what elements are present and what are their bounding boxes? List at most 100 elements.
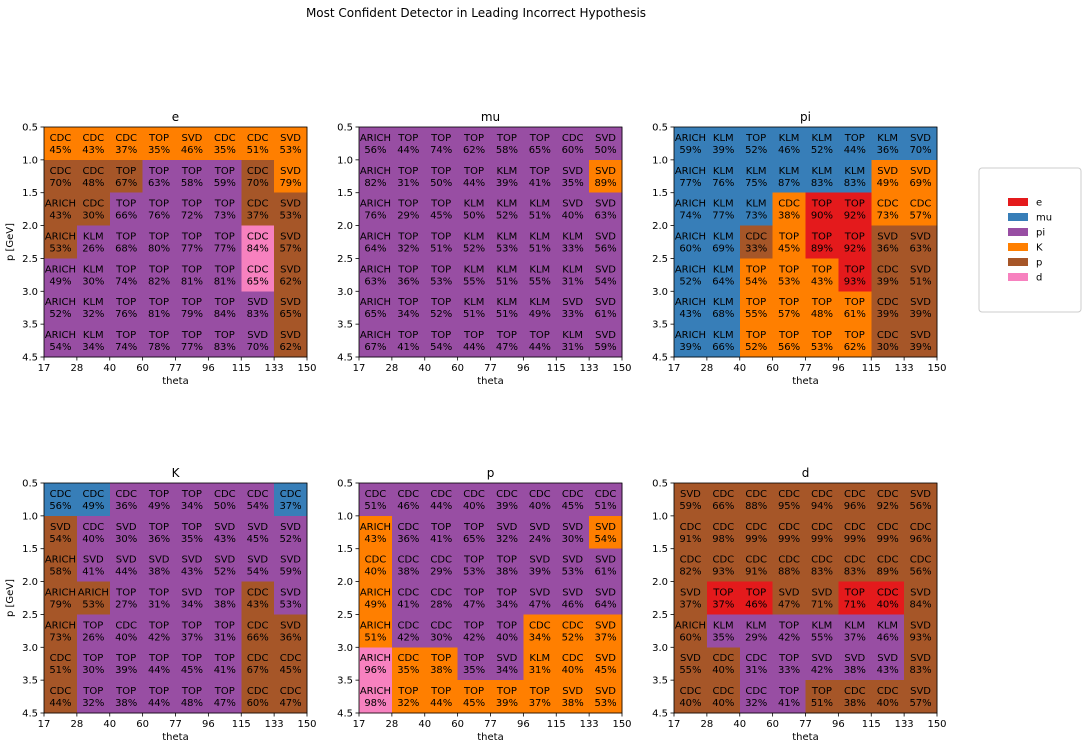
- heatmap-cell: [44, 647, 78, 681]
- heatmap-cell: [490, 258, 524, 292]
- heatmap-cell: [772, 581, 806, 615]
- y-tick-label: 2.0: [337, 577, 353, 588]
- cell-percent-label: 49%: [148, 501, 170, 512]
- cell-detector-label: SVD: [910, 232, 931, 243]
- heatmap-cell: [391, 159, 426, 194]
- cell-detector-label: CDC: [280, 489, 302, 500]
- cell-percent-label: 83%: [909, 665, 931, 676]
- heatmap-cell: [241, 127, 275, 161]
- y-tick-label: 1.5: [22, 188, 38, 199]
- cell-detector-label: SVD: [247, 522, 268, 533]
- cell-percent-label: 77%: [181, 244, 203, 255]
- cell-detector-label: SVD: [562, 297, 583, 308]
- cell-percent-label: 38%: [430, 665, 452, 676]
- cell-percent-label: 44%: [49, 698, 71, 709]
- cell-percent-label: 65%: [247, 276, 269, 287]
- heatmap-cell: [772, 324, 806, 358]
- cell-detector-label: TOP: [430, 330, 451, 341]
- heatmap-cell: [76, 192, 111, 226]
- cell-percent-label: 77%: [712, 211, 734, 222]
- cell-percent-label: 58%: [49, 567, 71, 578]
- cell-detector-label: CDC: [247, 620, 269, 631]
- cell-detector-label: ARICH: [360, 588, 391, 599]
- cell-percent-label: 45%: [594, 665, 616, 676]
- heatmap-cell: [274, 225, 308, 259]
- cell-detector-label: KLM: [746, 620, 767, 631]
- cell-percent-label: 39%: [496, 178, 518, 189]
- heatmap-cell: [490, 291, 524, 325]
- x-tick-label: 150: [297, 363, 316, 374]
- cell-percent-label: 44%: [529, 342, 551, 353]
- cell-percent-label: 56%: [594, 244, 616, 255]
- heatmap-cell: [175, 515, 209, 550]
- cell-percent-label: 74%: [115, 342, 137, 353]
- cell-percent-label: 40%: [712, 698, 734, 709]
- heatmap-cell: [142, 127, 176, 161]
- cell-percent-label: 73%: [214, 211, 236, 222]
- heatmap-cell: [556, 483, 590, 517]
- heatmap-cell: [589, 614, 623, 648]
- cell-detector-label: CDC: [811, 522, 833, 533]
- x-tick-label: 40: [733, 719, 746, 730]
- heatmap-cell: [109, 680, 144, 714]
- x-tick-label: 77: [169, 719, 182, 730]
- cell-percent-label: 99%: [778, 534, 800, 545]
- cell-percent-label: 99%: [844, 534, 866, 545]
- cell-detector-label: CDC: [745, 522, 767, 533]
- heatmap-cell: [772, 614, 806, 648]
- cell-detector-label: SVD: [595, 555, 616, 566]
- cell-detector-label: KLM: [812, 166, 833, 177]
- cell-percent-label: 76%: [148, 211, 170, 222]
- cell-detector-label: SVD: [595, 686, 616, 697]
- cell-detector-label: TOP: [463, 588, 484, 599]
- cell-percent-label: 38%: [148, 567, 170, 578]
- cell-percent-label: 32%: [397, 698, 419, 709]
- cell-percent-label: 45%: [430, 211, 452, 222]
- y-tick-label: 3.5: [22, 320, 38, 331]
- cell-percent-label: 54%: [247, 501, 269, 512]
- cell-percent-label: 38%: [562, 698, 584, 709]
- cell-percent-label: 33%: [778, 665, 800, 676]
- cell-percent-label: 35%: [712, 632, 734, 643]
- cell-percent-label: 62%: [279, 342, 301, 353]
- cell-detector-label: TOP: [397, 133, 418, 144]
- x-tick-label: 40: [418, 363, 431, 374]
- heatmap-cell: [241, 324, 275, 358]
- cell-percent-label: 38%: [115, 698, 137, 709]
- heatmap-cell: [523, 680, 557, 714]
- cell-detector-label: ARICH: [360, 264, 391, 275]
- cell-percent-label: 45%: [181, 665, 203, 676]
- heatmap-cell: [274, 647, 308, 681]
- cell-detector-label: TOP: [430, 232, 451, 243]
- cell-detector-label: TOP: [148, 199, 169, 210]
- x-tick-label: 40: [418, 719, 431, 730]
- heatmap-cell: [457, 159, 491, 194]
- heatmap-cell: [274, 159, 308, 194]
- cell-detector-label: SVD: [280, 620, 301, 631]
- cell-percent-label: 39%: [496, 698, 518, 709]
- cell-percent-label: 52%: [49, 309, 71, 320]
- heatmap-cell: [241, 614, 275, 648]
- cell-detector-label: CDC: [82, 133, 104, 144]
- cell-detector-label: SVD: [181, 133, 202, 144]
- x-tick-label: 17: [668, 363, 681, 374]
- cell-detector-label: SVD: [877, 166, 898, 177]
- cell-percent-label: 50%: [430, 178, 452, 189]
- heatmap-cell: [109, 515, 144, 550]
- heatmap-cell: [706, 483, 741, 517]
- cell-percent-label: 52%: [679, 276, 701, 287]
- heatmap-cell: [208, 258, 242, 292]
- heatmap-cell: [523, 258, 557, 292]
- heatmap-cell: [490, 647, 524, 681]
- cell-percent-label: 42%: [463, 632, 485, 643]
- cell-detector-label: SVD: [280, 297, 301, 308]
- cell-percent-label: 29%: [430, 567, 452, 578]
- heatmap-cell: [674, 483, 708, 517]
- cell-percent-label: 56%: [778, 342, 800, 353]
- cell-percent-label: 45%: [247, 534, 269, 545]
- cell-percent-label: 52%: [562, 632, 584, 643]
- x-tick-label: 150: [927, 363, 946, 374]
- cell-percent-label: 44%: [844, 145, 866, 156]
- heatmap-cell: [838, 291, 872, 325]
- cell-detector-label: TOP: [430, 264, 451, 275]
